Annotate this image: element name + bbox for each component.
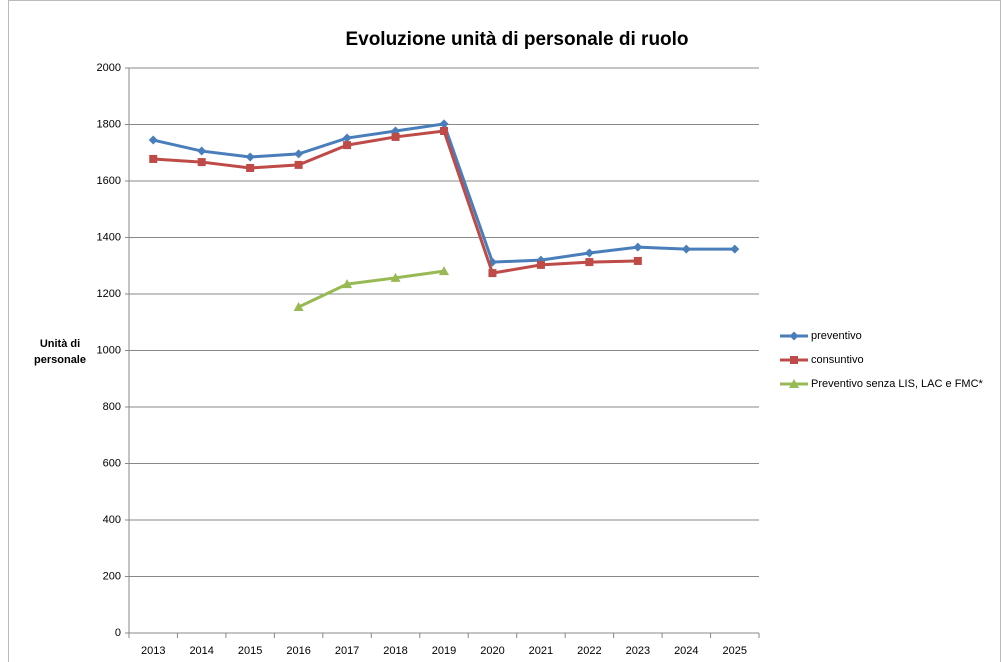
legend-label: consuntivo xyxy=(811,354,864,366)
y-tick-label: 200 xyxy=(103,570,121,582)
marker xyxy=(789,379,799,388)
marker xyxy=(342,133,352,143)
marker xyxy=(440,126,448,135)
marker xyxy=(294,160,303,169)
y-tick-label: 600 xyxy=(103,457,121,469)
y-tick-label: 400 xyxy=(103,514,121,526)
y-tick-label: 1800 xyxy=(97,118,121,130)
marker xyxy=(197,158,206,167)
marker xyxy=(342,279,353,289)
marker xyxy=(245,152,255,162)
marker xyxy=(730,244,740,254)
series-line xyxy=(153,129,638,275)
series-line xyxy=(297,269,445,309)
marker xyxy=(584,248,594,258)
marker xyxy=(681,244,691,254)
x-tick-label: 2020 xyxy=(480,645,504,657)
x-tick-label: 2021 xyxy=(529,645,553,657)
marker xyxy=(390,272,401,282)
marker xyxy=(246,164,255,173)
marker xyxy=(293,301,304,311)
marker xyxy=(294,149,304,159)
x-tick-label: 2018 xyxy=(383,645,407,657)
y-axis-label: Unità di personale xyxy=(34,338,86,366)
marker xyxy=(343,141,352,150)
x-tick-label: 2014 xyxy=(189,645,213,657)
x-tick-label: 2025 xyxy=(723,645,747,657)
marker xyxy=(391,132,400,141)
chart-frame xyxy=(8,0,1001,662)
chart-title: Evoluzione unità di personale di ruolo xyxy=(345,29,688,50)
marker xyxy=(197,146,207,156)
marker xyxy=(633,242,643,252)
x-tick-label: 2019 xyxy=(432,645,456,657)
marker xyxy=(488,269,497,278)
x-tick-label: 2023 xyxy=(626,645,650,657)
x-tick-label: 2017 xyxy=(335,645,359,657)
marker xyxy=(536,260,545,269)
y-tick-label: 2000 xyxy=(97,62,121,74)
marker xyxy=(439,119,449,129)
y-tick-label: 1200 xyxy=(97,288,121,300)
legend-label: preventivo xyxy=(811,330,862,342)
marker xyxy=(439,266,449,276)
marker xyxy=(148,135,158,145)
series-line xyxy=(152,122,735,264)
marker xyxy=(149,154,158,163)
x-tick-label: 2015 xyxy=(238,645,262,657)
y-tick-label: 0 xyxy=(115,627,121,639)
legend-label: Preventivo senza LIS, LAC e FMC* xyxy=(811,378,984,390)
marker xyxy=(585,258,594,267)
x-tick-label: 2013 xyxy=(141,645,165,657)
y-tick-label: 1000 xyxy=(97,344,121,356)
x-tick-label: 2016 xyxy=(286,645,310,657)
y-tick-label: 800 xyxy=(103,401,121,413)
x-tick-label: 2024 xyxy=(674,645,698,657)
marker xyxy=(633,256,642,265)
y-tick-label: 1600 xyxy=(97,175,121,187)
marker xyxy=(790,356,798,364)
y-tick-label: 1400 xyxy=(97,231,121,243)
marker xyxy=(789,331,799,341)
x-tick-label: 2022 xyxy=(577,645,601,657)
